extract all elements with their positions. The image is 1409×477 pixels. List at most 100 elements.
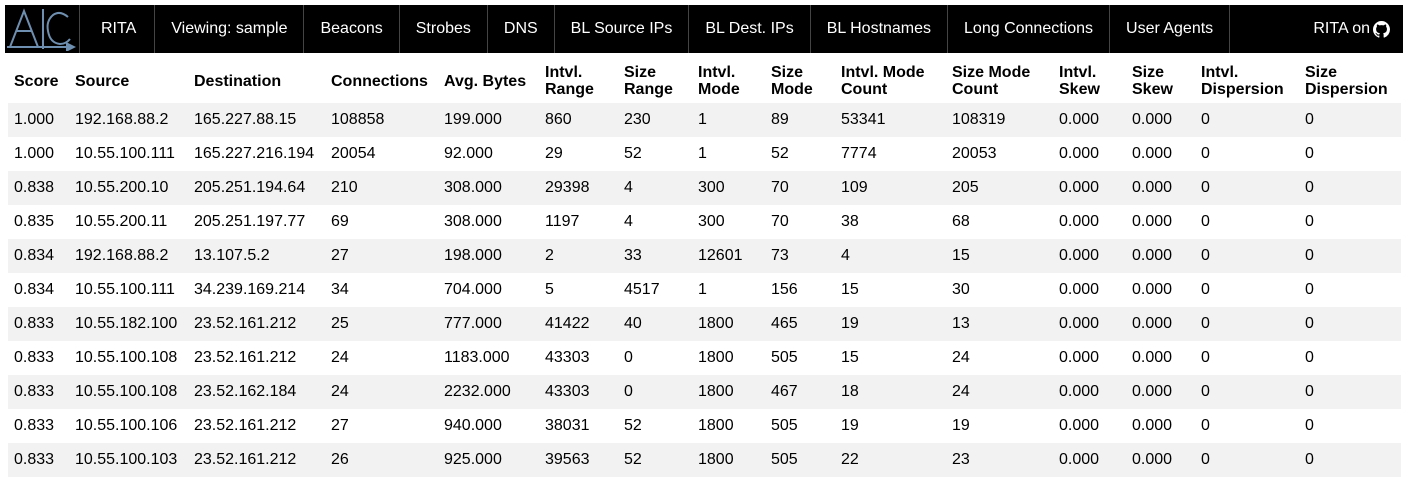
- nav-item-bl-source-ips[interactable]: BL Source IPs: [555, 5, 690, 53]
- nav-item-rita[interactable]: RITA: [80, 5, 156, 53]
- table-cell: 108858: [331, 111, 385, 128]
- column-header[interactable]: Destination: [188, 59, 325, 103]
- table-cell: 0.000: [1132, 281, 1173, 298]
- table-cell: 0: [1305, 213, 1314, 230]
- column-header[interactable]: Avg. Bytes: [438, 59, 539, 103]
- nav-item-beacons[interactable]: Beacons: [304, 5, 400, 53]
- column-header[interactable]: Intvl. Mode: [692, 59, 765, 103]
- table-cell: 230: [624, 111, 651, 128]
- column-header-label: Range: [545, 81, 594, 98]
- table-cell: 108319: [952, 111, 1006, 128]
- table-cell: 0.000: [1132, 315, 1173, 332]
- table-cell: 12601: [698, 247, 743, 264]
- table-cell: 89: [771, 111, 789, 128]
- column-header[interactable]: Intvl. Mode Count: [835, 59, 946, 103]
- column-header-label: Intvl. Mode: [841, 64, 925, 81]
- table-cell: 0.000: [1132, 383, 1173, 400]
- column-header[interactable]: Intvl. Dispersion: [1195, 59, 1299, 103]
- table-cell: 1.000: [14, 111, 55, 128]
- table-cell: 40: [624, 315, 642, 332]
- column-header[interactable]: Source: [69, 59, 188, 103]
- table-cell: 34: [331, 281, 349, 298]
- nav-item-strobes[interactable]: Strobes: [400, 5, 488, 53]
- table-row: 0.833 10.55.100.106 23.52.161.212 27 940.000…: [8, 409, 1401, 443]
- table-cell: 505: [771, 451, 798, 468]
- nav-item-user-agents[interactable]: User Agents: [1110, 5, 1231, 53]
- nav-item-viewing-sample[interactable]: Viewing: sample: [155, 5, 305, 53]
- table-cell: 0: [1305, 145, 1314, 162]
- column-header[interactable]: Size Dispersion: [1299, 59, 1401, 103]
- table-cell: 10.55.100.111: [75, 145, 175, 162]
- table-cell: 109: [841, 179, 868, 196]
- table-cell: 505: [771, 349, 798, 366]
- table-cell: 0.000: [1059, 417, 1100, 434]
- column-header-label: Range: [624, 81, 673, 98]
- table-cell: 10.55.100.106: [75, 417, 178, 434]
- table-cell: 300: [698, 179, 725, 196]
- table-cell: 23.52.161.212: [194, 349, 297, 366]
- table-cell: 0.000: [1132, 213, 1173, 230]
- table-cell: 4: [624, 213, 633, 230]
- nav-item-bl-hostnames[interactable]: BL Hostnames: [811, 5, 949, 53]
- table-header: Score Source Destination Connections Avg. By…: [8, 59, 1401, 103]
- table-cell: 0: [1305, 417, 1314, 434]
- table-cell: 15: [841, 349, 859, 366]
- table-cell: 0.000: [1132, 111, 1173, 128]
- column-header[interactable]: Size Mode Count: [946, 59, 1053, 103]
- column-header[interactable]: Size Mode: [765, 59, 835, 103]
- column-header[interactable]: Size Range: [618, 59, 692, 103]
- nav-item-long-connections[interactable]: Long Connections: [948, 5, 1111, 53]
- table-cell: 0.833: [14, 349, 55, 366]
- table-cell: 308.000: [444, 179, 502, 196]
- table-cell: 0.833: [14, 383, 55, 400]
- table-cell: 30: [952, 281, 970, 298]
- table-cell: 15: [841, 281, 859, 298]
- column-header[interactable]: Connections: [325, 59, 438, 103]
- table-cell: 23.52.161.212: [194, 417, 297, 434]
- table-cell: 0.000: [1132, 451, 1173, 468]
- table-cell: 300: [698, 213, 725, 230]
- table-cell: 0.000: [1059, 281, 1100, 298]
- nav-item-dns[interactable]: DNS: [488, 5, 555, 53]
- table-cell: 2232.000: [444, 383, 511, 400]
- table-row: 0.835 10.55.200.11 205.251.197.77 69 308.000…: [8, 205, 1401, 239]
- table-cell: 10.55.182.100: [75, 315, 178, 332]
- nav-item-bl-dest-ips[interactable]: BL Dest. IPs: [689, 5, 811, 53]
- column-header[interactable]: Score: [8, 59, 69, 103]
- table-cell: 210: [331, 179, 358, 196]
- table-cell: 43303: [545, 383, 590, 400]
- header-row: Score Source Destination Connections Avg. By…: [8, 59, 1401, 103]
- github-link[interactable]: RITA on: [1313, 5, 1403, 53]
- table-cell: 0: [1201, 383, 1210, 400]
- column-header-label: Size: [1305, 64, 1338, 81]
- table-cell: 0: [1305, 383, 1314, 400]
- table-cell: 0: [1201, 111, 1210, 128]
- column-header[interactable]: Intvl. Skew: [1053, 59, 1126, 103]
- table-cell: 1800: [698, 451, 734, 468]
- table-cell: 10.55.200.10: [75, 179, 169, 196]
- table-cell: 0.000: [1059, 315, 1100, 332]
- table-cell: 308.000: [444, 213, 502, 230]
- table-cell: 4517: [624, 281, 660, 298]
- table-row: 0.834 10.55.100.111 34.239.169.214 34 704.00…: [8, 273, 1401, 307]
- table-cell: 0.838: [14, 179, 55, 196]
- table-cell: 19: [841, 417, 859, 434]
- table-cell: 2: [545, 247, 554, 264]
- table-cell: 198.000: [444, 247, 502, 264]
- table-cell: 39563: [545, 451, 590, 468]
- table-cell: 1197: [545, 213, 580, 230]
- column-header[interactable]: Intvl. Range: [539, 59, 618, 103]
- table-cell: 5: [545, 281, 554, 298]
- table-cell: 52: [771, 145, 789, 162]
- table-cell: 18: [841, 383, 859, 400]
- table-cell: 0.834: [14, 281, 55, 298]
- table-cell: 27: [331, 417, 349, 434]
- table-cell: 0: [1201, 349, 1210, 366]
- table-cell: 0: [624, 349, 633, 366]
- column-header-label: Size Mode: [952, 64, 1031, 81]
- column-header[interactable]: Size Skew: [1126, 59, 1195, 103]
- table-cell: 53341: [841, 111, 886, 128]
- table-cell: 70: [771, 179, 789, 196]
- table-cell: 10.55.100.103: [75, 451, 178, 468]
- rita-logo[interactable]: [5, 5, 80, 53]
